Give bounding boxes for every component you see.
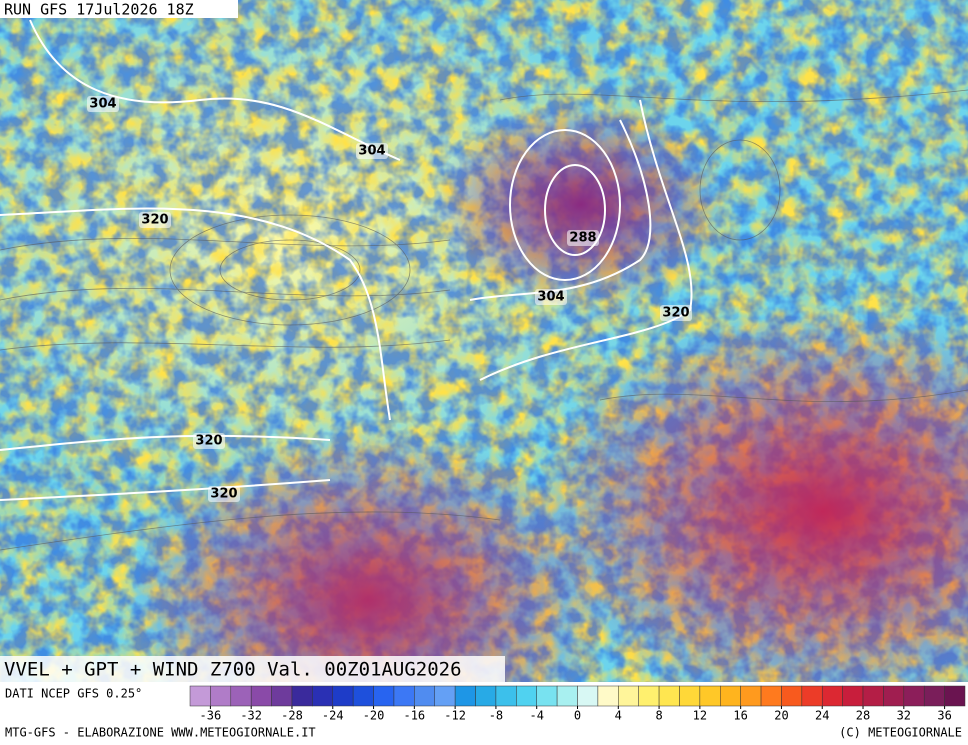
colorbar-swatch bbox=[760, 685, 782, 707]
colorbar-swatch bbox=[495, 685, 517, 707]
contour-label-bg bbox=[193, 433, 225, 449]
colorbar-swatch bbox=[903, 685, 925, 707]
colorbar-swatch bbox=[679, 685, 701, 707]
contour-label-bg bbox=[567, 230, 599, 246]
colorbar-swatch bbox=[842, 685, 864, 707]
colorbar-swatch bbox=[536, 685, 558, 707]
colorbar-label: -4 bbox=[529, 709, 543, 723]
colorbar-swatch bbox=[312, 685, 334, 707]
colorbar-swatch bbox=[291, 685, 313, 707]
footer-right: (C) METEOGIORNALE bbox=[839, 726, 962, 740]
colorbar-swatch bbox=[883, 685, 905, 707]
title-box bbox=[0, 656, 505, 682]
colorbar-swatch bbox=[271, 685, 293, 707]
colorbar-swatch bbox=[862, 685, 884, 707]
header-box bbox=[0, 0, 238, 18]
colorbar-swatch bbox=[210, 685, 232, 707]
contour-label: 320 bbox=[195, 434, 222, 449]
colorbar-swatch bbox=[434, 685, 456, 707]
colorbar-label: 20 bbox=[774, 709, 788, 723]
contour-label: 304 bbox=[537, 290, 564, 305]
colorbar-label: 24 bbox=[815, 709, 829, 723]
contour-label-bg bbox=[660, 305, 692, 321]
colorbar-swatch bbox=[699, 685, 721, 707]
contour-label: 320 bbox=[210, 487, 237, 502]
contour-label: 304 bbox=[89, 97, 116, 112]
colorbar-label: -20 bbox=[363, 709, 385, 723]
colorbar-swatch bbox=[638, 685, 660, 707]
colorbar-swatch bbox=[516, 685, 537, 707]
colorbar-label: -28 bbox=[281, 709, 303, 723]
colorbar-swatch bbox=[189, 685, 211, 707]
streamlines bbox=[0, 89, 968, 551]
map-background bbox=[0, 0, 968, 682]
colorbar-label: 16 bbox=[733, 709, 747, 723]
colorbar-swatch bbox=[414, 685, 435, 707]
colorbar-swatch bbox=[720, 685, 741, 707]
colorbar-label: -36 bbox=[200, 709, 222, 723]
colorbar-swatch bbox=[821, 685, 843, 707]
colorbar-label: -24 bbox=[322, 709, 344, 723]
contour-label: 320 bbox=[662, 306, 689, 321]
colorbar-swatch bbox=[597, 685, 619, 707]
colorbar-swatch bbox=[740, 685, 762, 707]
colorbar-label: 12 bbox=[693, 709, 707, 723]
colorbar-label: -32 bbox=[240, 709, 262, 723]
colorbar-label: -12 bbox=[444, 709, 466, 723]
colorbar-label: 32 bbox=[897, 709, 911, 723]
map-title: VVEL + GPT + WIND Z700 Val. 00Z01AUG2026 bbox=[4, 659, 462, 681]
colorbar-label: 28 bbox=[856, 709, 870, 723]
colorbar-swatch bbox=[373, 685, 395, 707]
data-source: DATI NCEP GFS 0.25° bbox=[5, 687, 142, 701]
colorbar-swatch bbox=[577, 685, 599, 707]
contour-label-bg bbox=[356, 143, 388, 159]
contour-label: 304 bbox=[358, 144, 385, 159]
colorbar-label: 8 bbox=[655, 709, 662, 723]
colorbar: -36 -32 -28 -24 -20 -16 -12 -8 -4 0 4 8 12 16 20 24 28 32… bbox=[189, 685, 966, 723]
colorbar-label: -16 bbox=[403, 709, 425, 723]
colorbar-swatch bbox=[658, 685, 680, 707]
colorbar-swatch bbox=[250, 685, 272, 707]
colorbar-swatch bbox=[332, 685, 354, 707]
colorbar-label: 0 bbox=[574, 709, 581, 723]
colorbar-swatch bbox=[475, 685, 497, 707]
colorbar-swatch bbox=[618, 685, 639, 707]
colorbar-label: 36 bbox=[937, 709, 951, 723]
contour-label-bg bbox=[139, 212, 171, 228]
colorbar-swatch bbox=[454, 685, 476, 707]
footer-left: MTG-GFS - ELABORAZIONE WWW.METEOGIORNALE… bbox=[5, 726, 316, 740]
colorbar-swatch bbox=[556, 685, 578, 707]
contour-label-bg bbox=[87, 96, 119, 112]
colorbar-label: -8 bbox=[489, 709, 503, 723]
colorbar-swatch bbox=[801, 685, 823, 707]
contour-label-bg bbox=[535, 289, 567, 305]
colorbar-swatch bbox=[923, 685, 945, 707]
colorbar-swatch bbox=[393, 685, 415, 707]
contour-label: 320 bbox=[141, 213, 168, 228]
colorbar-label: 4 bbox=[615, 709, 622, 723]
run-label: RUN GFS 17Jul2026 18Z bbox=[4, 1, 194, 19]
colorbar-swatch bbox=[230, 685, 252, 707]
colorbar-swatch bbox=[781, 685, 803, 707]
colorbar-swatch bbox=[352, 685, 374, 707]
colorbar-swatch bbox=[944, 685, 966, 707]
contour-label-bg bbox=[208, 486, 240, 502]
contour-label: 288 bbox=[569, 231, 596, 246]
